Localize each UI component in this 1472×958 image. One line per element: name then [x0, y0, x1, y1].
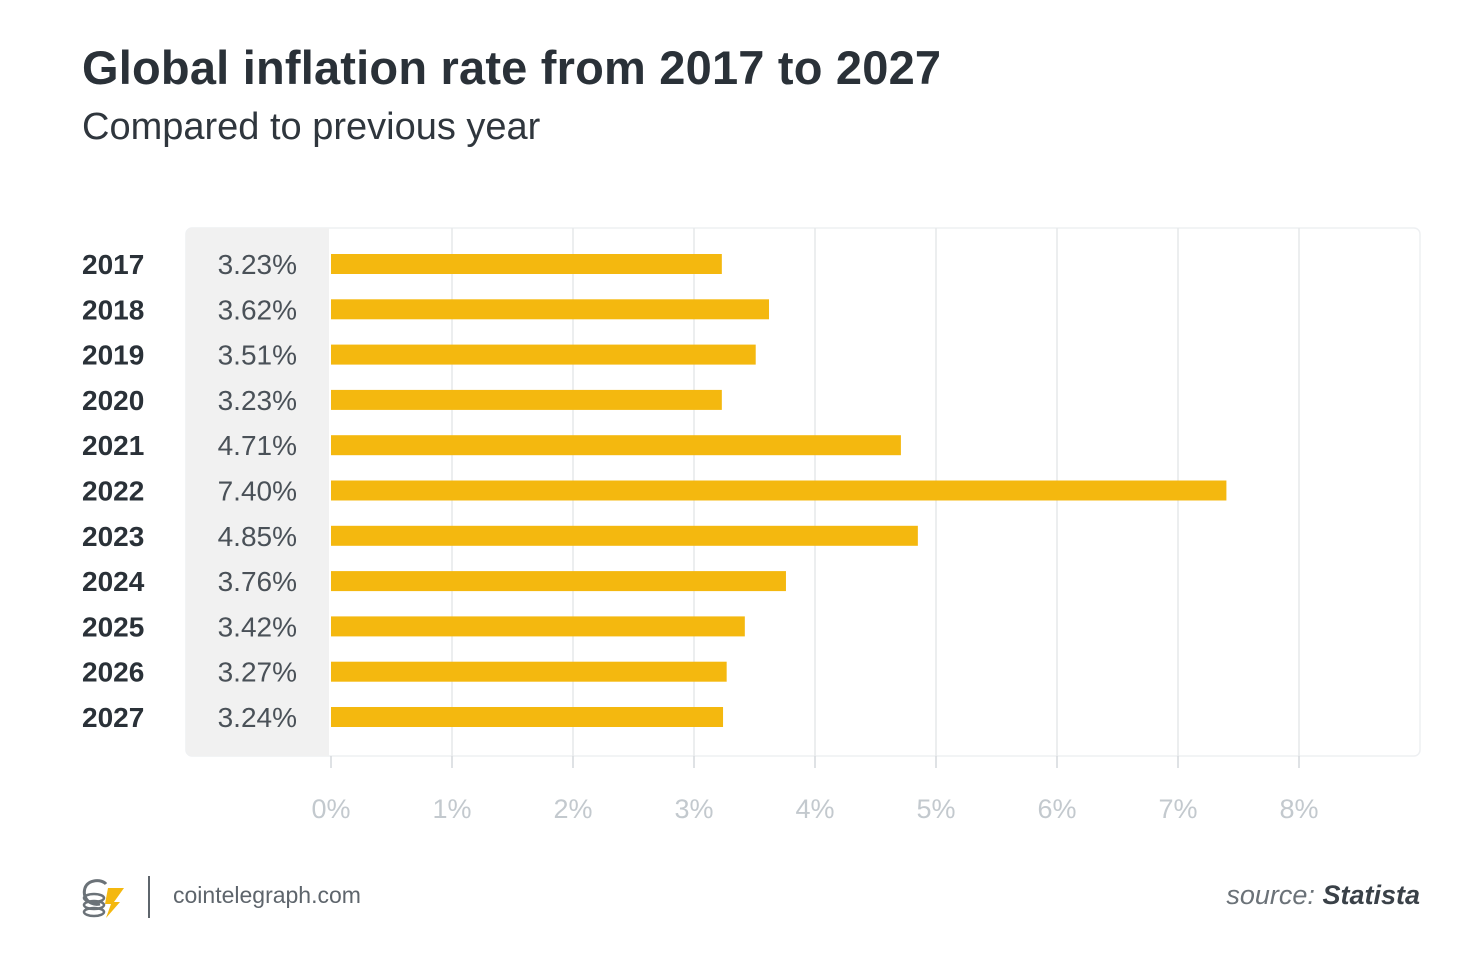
x-tick-label: 1% [432, 794, 471, 824]
x-tick-label: 7% [1158, 794, 1197, 824]
value-label: 3.27% [218, 657, 297, 688]
value-label: 4.85% [218, 521, 297, 552]
category-label: 2019 [82, 340, 144, 371]
category-label: 2021 [82, 430, 144, 461]
chart-title: Global inflation rate from 2017 to 2027 [82, 41, 942, 94]
category-label: 2025 [82, 611, 144, 642]
source-credit: source: Statista [1226, 880, 1420, 911]
category-label: 2027 [82, 702, 144, 733]
value-label: 3.24% [218, 702, 297, 733]
cointelegraph-logo-icon [82, 879, 124, 918]
source-prefix: source: [1226, 880, 1315, 910]
value-label: 3.42% [218, 611, 297, 642]
category-label: 2022 [82, 476, 144, 507]
value-label: 3.23% [218, 249, 297, 280]
value-label: 3.51% [218, 340, 297, 371]
x-tick-label: 2% [553, 794, 592, 824]
x-tick-label: 6% [1037, 794, 1076, 824]
x-tick-label: 3% [674, 794, 713, 824]
bar [331, 571, 786, 592]
value-label: 3.76% [218, 566, 297, 597]
footer-domain: cointelegraph.com [173, 882, 361, 908]
bar [331, 525, 918, 546]
category-label: 2026 [82, 657, 144, 688]
bar [331, 299, 770, 320]
category-label: 2018 [82, 294, 144, 325]
value-label: 3.23% [218, 385, 297, 416]
bar [331, 480, 1227, 501]
chart-subtitle: Compared to previous year [82, 106, 541, 148]
value-label-panel-edge [321, 228, 329, 756]
bar [331, 707, 724, 727]
category-label: 2020 [82, 385, 144, 416]
value-label-panel [186, 228, 329, 756]
bar [331, 254, 722, 274]
value-label: 3.62% [218, 294, 297, 325]
x-tick-label: 5% [916, 794, 955, 824]
footer-divider [148, 876, 150, 918]
category-label: 2024 [82, 566, 145, 597]
x-tick-label: 4% [795, 794, 834, 824]
value-label: 4.71% [218, 430, 297, 461]
bar [331, 435, 901, 456]
bar-chart: 2017 3.23% 2018 3.62% 2019 3.51% 2020 3.23% 2021… [82, 227, 1421, 824]
source-name: Statista [1322, 880, 1420, 910]
x-tick-label: 0% [311, 794, 350, 824]
bar [331, 344, 756, 365]
value-label: 7.40% [218, 476, 297, 507]
category-label: 2017 [82, 249, 144, 280]
x-tick-label: 8% [1279, 794, 1318, 824]
bar [331, 661, 727, 682]
bar [331, 389, 722, 410]
bar [331, 616, 745, 637]
category-label: 2023 [82, 521, 144, 552]
